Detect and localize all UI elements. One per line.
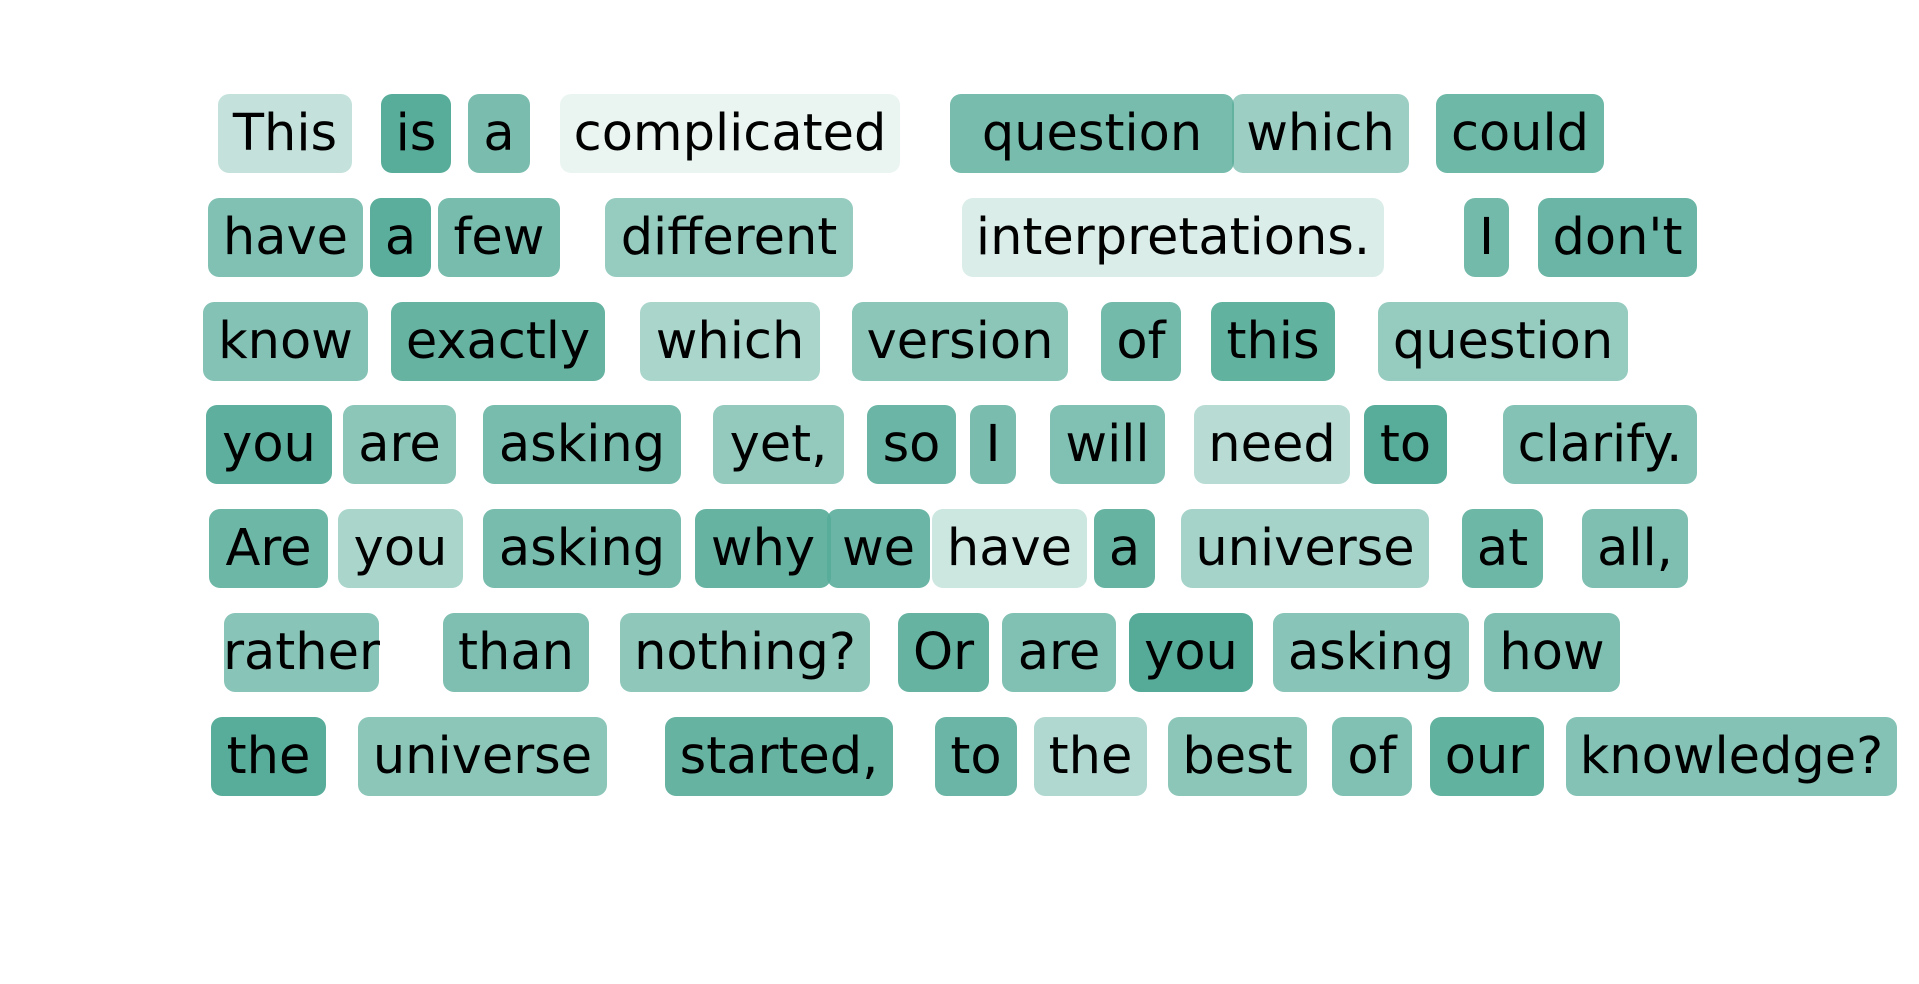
token: knowledge? [1566,717,1897,796]
token: yet, [713,405,844,484]
token: clarify. [1503,405,1697,484]
token: question [950,94,1234,173]
token: have [932,509,1087,588]
token: is [381,94,451,173]
token: have [208,198,363,277]
token: why [695,509,831,588]
token: could [1436,94,1604,173]
token: a [370,198,431,277]
token: which [1232,94,1409,173]
token: complicated [560,94,900,173]
token: different [605,198,853,277]
token: to [1364,405,1447,484]
token: universe [358,717,607,796]
token: you [338,509,463,588]
token: version [852,302,1068,381]
token: we [827,509,930,588]
token: know [203,302,368,381]
token: asking [483,509,681,588]
token: exactly [391,302,605,381]
token: universe [1181,509,1429,588]
token: this [1211,302,1335,381]
token: than [443,613,589,692]
token: I [970,405,1016,484]
token: don't [1538,198,1697,277]
token: will [1050,405,1165,484]
token: rather [223,613,380,692]
token: how [1484,613,1620,692]
token: at [1462,509,1543,588]
token: asking [1273,613,1469,692]
token: best [1168,717,1307,796]
token: of [1332,717,1412,796]
token: I [1464,198,1509,277]
token: our [1430,717,1544,796]
token: Are [209,509,328,588]
token: of [1101,302,1181,381]
token: This [218,94,352,173]
token: few [438,198,560,277]
token: a [468,94,530,173]
token: interpretations. [962,198,1384,277]
token: you [206,405,332,484]
token: question [1378,302,1628,381]
token: all, [1582,509,1688,588]
token: to [935,717,1017,796]
token: need [1194,405,1350,484]
token: you [1129,613,1253,692]
token: asking [483,405,681,484]
token: which [640,302,820,381]
token: a [1094,509,1155,588]
token: the [1034,717,1147,796]
token: so [867,405,956,484]
token: are [1002,613,1116,692]
token: the [211,717,326,796]
token: are [343,405,456,484]
token: Or [898,613,989,692]
token: started, [665,717,893,796]
token: nothing? [620,613,870,692]
